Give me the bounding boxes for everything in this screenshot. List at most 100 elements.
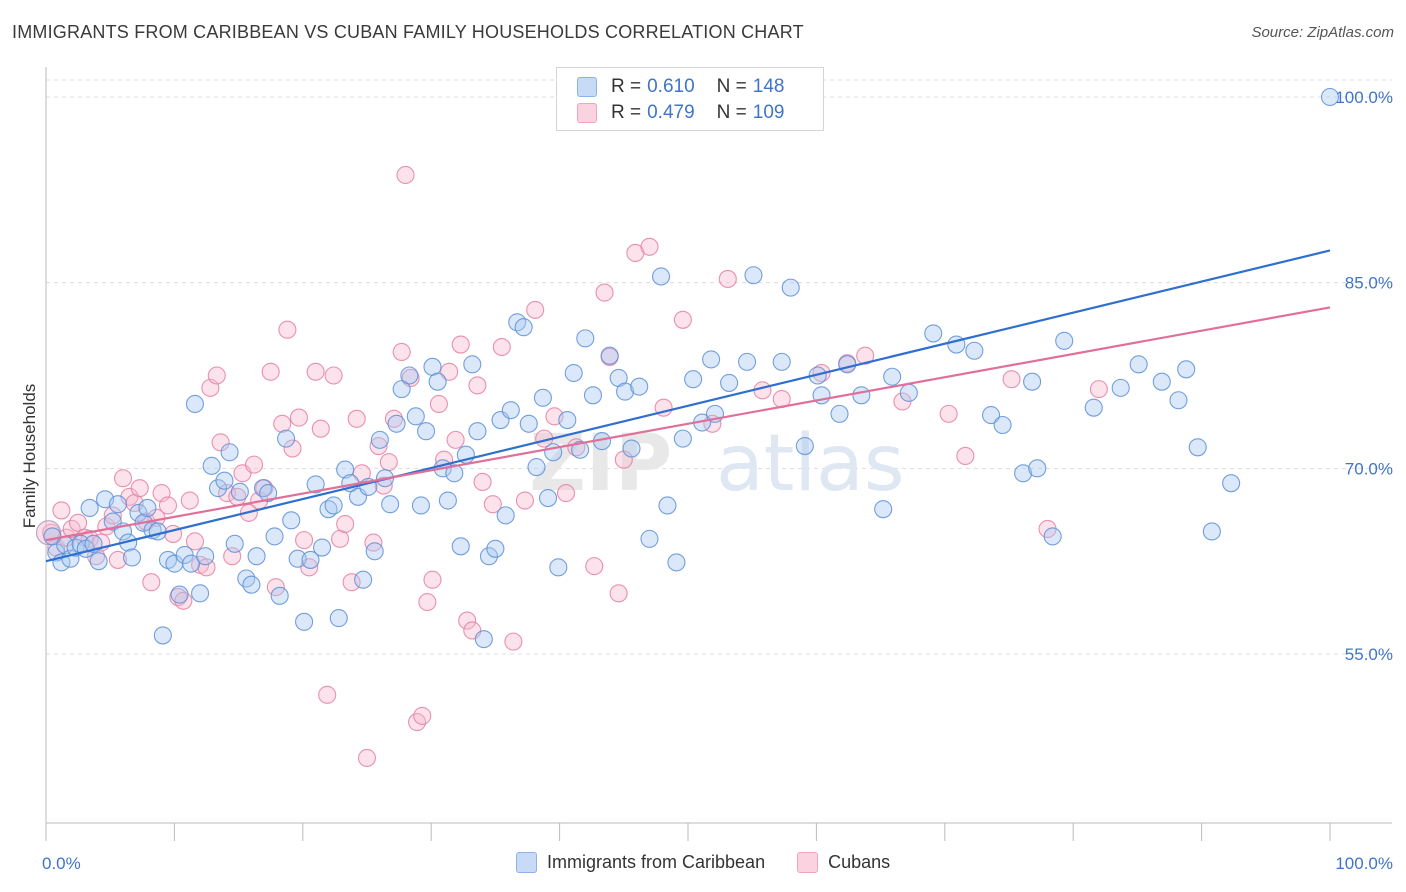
y-axis-label: Family Households <box>20 383 39 529</box>
data-point <box>273 414 292 433</box>
data-point <box>838 355 857 374</box>
data-point <box>259 484 278 503</box>
data-point <box>781 278 800 297</box>
data-point <box>196 547 215 566</box>
data-point <box>158 496 178 515</box>
data-point <box>170 585 189 604</box>
data-point <box>52 501 71 520</box>
y-tick-label: 100.0% <box>1335 88 1393 107</box>
data-point <box>956 446 975 466</box>
data-point <box>138 498 157 517</box>
data-point <box>1188 438 1207 457</box>
data-point <box>142 573 161 592</box>
data-point <box>486 539 505 558</box>
data-point <box>318 685 337 704</box>
data-point <box>295 531 314 550</box>
data-point <box>265 527 284 546</box>
data-point <box>684 370 703 389</box>
legend-label-caribbean: Immigrants from Caribbean <box>547 852 766 872</box>
legend-n-label: N = <box>716 76 747 97</box>
y-tick-label: 55.0% <box>1345 645 1393 664</box>
data-point <box>651 267 671 286</box>
series-caribbean <box>43 87 1340 649</box>
data-point <box>965 341 984 360</box>
data-point <box>738 352 757 371</box>
data-point <box>202 456 221 475</box>
data-point <box>899 383 918 402</box>
data-point <box>1043 527 1062 546</box>
data-point <box>564 363 583 383</box>
data-point <box>667 553 686 572</box>
data-point <box>549 558 568 577</box>
data-point <box>673 310 692 329</box>
data-point <box>504 632 523 651</box>
data-point <box>630 377 649 396</box>
data-point <box>1111 378 1130 397</box>
data-point <box>616 382 635 401</box>
data-point <box>702 350 721 369</box>
data-point <box>311 419 330 438</box>
watermark-zip: ZIP <box>529 419 672 509</box>
data-point <box>80 498 99 517</box>
data-point <box>515 491 534 510</box>
data-point <box>129 503 148 522</box>
bottom-legend: Immigrants from Caribbean Cubans <box>516 852 922 873</box>
data-point <box>585 557 604 576</box>
data-point <box>180 491 199 510</box>
source-label: Source: ZipAtlas.com <box>1251 24 1394 41</box>
legend-swatch-blue <box>516 852 537 873</box>
y-tick-label: 85.0% <box>1345 274 1393 293</box>
data-point <box>381 495 400 514</box>
legend-item-caribbean[interactable]: Immigrants from Caribbean <box>516 852 765 873</box>
data-point <box>429 394 448 414</box>
data-point <box>526 300 545 319</box>
data-point <box>1169 391 1188 410</box>
data-point <box>474 630 493 649</box>
data-point <box>640 237 659 256</box>
data-point <box>392 380 411 399</box>
data-point <box>347 409 366 428</box>
legend-r-label: R = <box>611 102 642 123</box>
x-tick-label: 0.0% <box>42 854 81 873</box>
data-point <box>856 346 875 365</box>
data-point <box>556 484 576 503</box>
data-point <box>324 496 343 515</box>
trend-line <box>45 306 1331 542</box>
data-point <box>451 537 470 556</box>
data-point <box>600 346 619 365</box>
data-point <box>1152 372 1171 391</box>
data-point <box>1222 474 1241 493</box>
data-point <box>289 408 308 427</box>
data-point <box>519 414 538 433</box>
data-point <box>1084 398 1103 417</box>
data-point <box>357 748 377 768</box>
data-point <box>473 472 492 491</box>
data-point <box>211 433 230 452</box>
legend-swatch-blue <box>577 77 597 97</box>
data-point <box>215 471 234 490</box>
y-tick-label: 70.0% <box>1345 459 1393 478</box>
data-point <box>981 406 1001 425</box>
data-point <box>396 165 415 185</box>
data-point <box>533 388 552 407</box>
data-point <box>242 575 261 594</box>
data-point <box>336 460 355 479</box>
watermark-atlas: atlas <box>716 419 905 509</box>
data-point <box>451 335 470 354</box>
legend-label-cubans: Cubans <box>828 852 891 872</box>
data-point <box>583 386 603 405</box>
data-point <box>993 415 1012 435</box>
legend-item-cubans[interactable]: Cubans <box>797 852 890 873</box>
data-point <box>538 488 558 508</box>
data-point <box>108 495 127 514</box>
data-point <box>342 573 361 592</box>
data-point <box>185 394 204 414</box>
data-point <box>418 592 437 612</box>
data-point <box>1028 459 1047 478</box>
data-point <box>277 429 296 448</box>
data-point <box>324 366 343 385</box>
data-point <box>301 550 320 569</box>
legend-n-value: 109 <box>752 102 785 123</box>
data-point <box>772 352 791 371</box>
